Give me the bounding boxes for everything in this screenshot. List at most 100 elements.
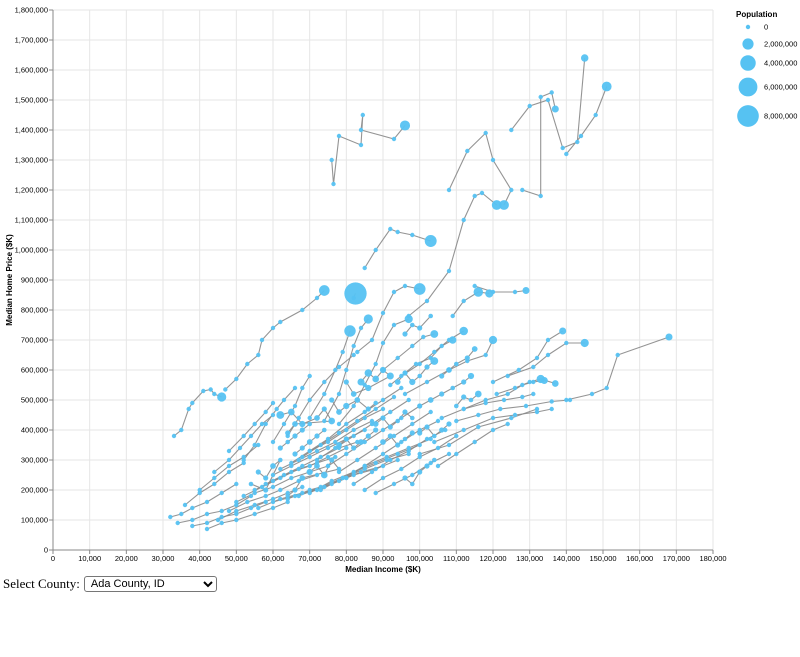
data-point[interactable] <box>567 397 573 403</box>
data-point[interactable] <box>292 451 298 457</box>
data-point[interactable] <box>281 421 287 427</box>
data-point[interactable] <box>270 478 276 484</box>
data-point[interactable] <box>372 375 380 383</box>
data-point[interactable] <box>289 475 294 481</box>
data-point[interactable] <box>344 436 349 442</box>
data-point[interactable] <box>395 355 400 361</box>
data-point[interactable] <box>362 382 367 388</box>
data-point[interactable] <box>336 421 342 427</box>
data-point[interactable] <box>325 436 331 442</box>
data-point[interactable] <box>410 481 415 487</box>
data-point[interactable] <box>450 313 455 319</box>
data-point[interactable] <box>549 399 554 404</box>
data-point[interactable] <box>307 463 312 469</box>
data-point[interactable] <box>439 415 444 421</box>
data-point[interactable] <box>395 451 400 457</box>
data-point[interactable] <box>300 385 305 391</box>
data-point[interactable] <box>252 442 257 448</box>
data-point[interactable] <box>520 187 525 193</box>
data-point[interactable] <box>355 457 360 463</box>
data-point[interactable] <box>435 418 441 424</box>
data-point[interactable] <box>226 457 232 463</box>
data-point[interactable] <box>476 412 481 418</box>
data-point[interactable] <box>287 408 295 416</box>
data-point[interactable] <box>278 475 283 481</box>
data-point[interactable] <box>219 520 224 526</box>
data-point[interactable] <box>314 433 320 439</box>
data-point[interactable] <box>270 463 276 469</box>
data-point[interactable] <box>351 481 356 487</box>
data-point[interactable] <box>234 508 239 514</box>
data-point[interactable] <box>490 289 496 295</box>
data-point[interactable] <box>292 487 298 493</box>
data-point[interactable] <box>473 287 484 297</box>
data-point[interactable] <box>461 379 467 385</box>
data-point[interactable] <box>204 511 210 517</box>
data-point[interactable] <box>351 445 357 451</box>
data-point[interactable] <box>490 379 496 385</box>
data-point[interactable] <box>578 133 584 139</box>
data-point[interactable] <box>372 421 379 427</box>
data-point[interactable] <box>512 289 518 295</box>
data-point[interactable] <box>190 505 195 511</box>
data-point[interactable] <box>446 268 452 274</box>
data-point[interactable] <box>384 454 389 460</box>
data-point[interactable] <box>435 463 441 469</box>
data-point[interactable] <box>318 285 330 296</box>
data-point[interactable] <box>296 466 301 472</box>
data-point[interactable] <box>212 475 217 481</box>
data-point[interactable] <box>219 514 224 520</box>
data-point[interactable] <box>388 457 393 463</box>
data-point[interactable] <box>355 439 360 445</box>
data-point[interactable] <box>314 472 320 478</box>
data-point[interactable] <box>241 433 246 439</box>
data-point[interactable] <box>259 421 265 427</box>
data-point[interactable] <box>373 427 379 433</box>
data-point[interactable] <box>329 478 334 484</box>
data-point[interactable] <box>219 508 224 514</box>
data-point[interactable] <box>430 330 439 338</box>
data-point[interactable] <box>344 421 349 427</box>
data-point[interactable] <box>204 499 210 505</box>
data-point[interactable] <box>559 327 567 335</box>
data-point[interactable] <box>373 460 378 466</box>
data-point[interactable] <box>380 415 386 421</box>
data-point[interactable] <box>446 367 452 373</box>
data-point[interactable] <box>380 463 386 469</box>
data-point[interactable] <box>340 475 345 481</box>
data-point[interactable] <box>391 481 397 487</box>
data-point[interactable] <box>432 457 437 463</box>
data-point[interactable] <box>564 151 569 157</box>
data-point[interactable] <box>292 403 298 409</box>
data-point[interactable] <box>490 415 496 421</box>
data-point[interactable] <box>428 313 434 319</box>
data-point[interactable] <box>432 433 437 439</box>
data-point[interactable] <box>241 493 246 499</box>
data-point[interactable] <box>300 454 305 460</box>
data-point[interactable] <box>299 427 305 433</box>
data-point[interactable] <box>580 54 589 62</box>
data-point[interactable] <box>351 403 356 409</box>
data-point[interactable] <box>245 361 250 367</box>
data-point[interactable] <box>252 487 257 493</box>
data-point[interactable] <box>241 460 246 466</box>
data-point[interactable] <box>410 421 415 427</box>
data-point[interactable] <box>428 460 433 466</box>
data-point[interactable] <box>399 466 404 472</box>
data-point[interactable] <box>402 370 408 376</box>
data-point[interactable] <box>252 421 257 427</box>
data-point[interactable] <box>343 379 349 385</box>
data-point[interactable] <box>362 487 367 493</box>
data-point[interactable] <box>551 380 559 387</box>
data-point[interactable] <box>380 439 386 445</box>
data-point[interactable] <box>406 313 411 319</box>
data-point[interactable] <box>355 418 360 424</box>
data-point[interactable] <box>276 411 285 419</box>
data-point[interactable] <box>333 445 338 451</box>
data-point[interactable] <box>413 361 419 367</box>
data-point[interactable] <box>388 382 393 388</box>
data-point[interactable] <box>314 487 320 493</box>
county-select[interactable]: Ada County, ID <box>83 576 217 592</box>
data-point[interactable] <box>300 490 305 496</box>
data-point[interactable] <box>300 463 305 469</box>
